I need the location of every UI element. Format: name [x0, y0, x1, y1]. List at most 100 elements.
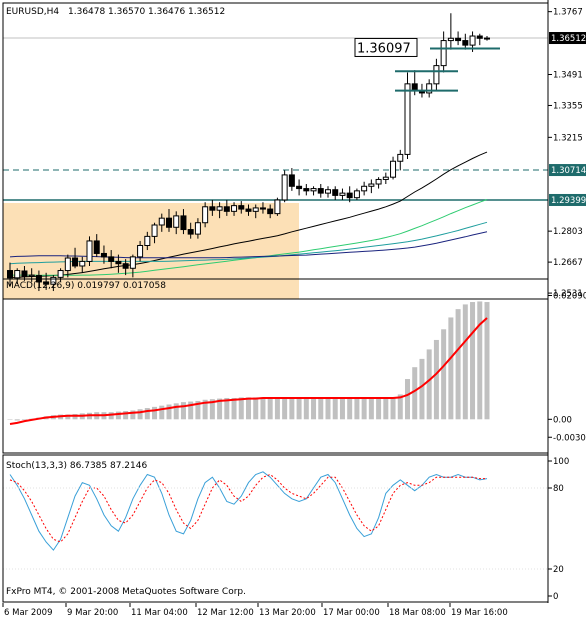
candle-body: [426, 83, 433, 94]
macd-tick-label: 0.02090: [553, 292, 586, 302]
price-tag-box: [549, 164, 586, 177]
macd-bar: [65, 414, 71, 420]
macd-bar: [470, 302, 476, 420]
macd-bar: [108, 412, 114, 420]
macd-bar: [332, 397, 338, 420]
macd-bar: [137, 409, 143, 420]
macd-bar: [209, 399, 215, 420]
macd-tick-label: -0.00303: [553, 433, 586, 443]
candle-body: [93, 240, 100, 254]
price-tick-label: 1.2667: [553, 258, 583, 268]
candle-body: [7, 270, 13, 279]
footer-copyright: FxPro MT4, © 2001-2008 MetaQuotes Softwa…: [6, 587, 246, 597]
macd-bar: [303, 397, 309, 420]
candle-body: [476, 35, 483, 39]
candle-body: [411, 83, 418, 92]
time-tick-label: 17 Mar 00:00: [323, 608, 380, 618]
stochastic-tick-label: 20: [553, 565, 564, 575]
candle-body: [137, 244, 144, 258]
macd-bar: [260, 397, 266, 420]
panel-frames: [2, 0, 549, 603]
candle-body: [274, 199, 281, 215]
macd-bar: [426, 349, 432, 420]
price-tag-label: 1.29399: [551, 196, 586, 206]
candle-body: [332, 189, 339, 196]
macd-bar: [180, 402, 186, 420]
stochastic-tick-label: 0: [553, 592, 558, 602]
candle-body: [166, 217, 172, 228]
macd-bar: [238, 397, 244, 420]
candle-body: [194, 222, 201, 235]
level-lines: [3, 37, 548, 201]
price-tick-label: 1.3491: [553, 70, 583, 80]
stochastic-tick-label: 100: [553, 457, 569, 467]
price-panel[interactable]: 1.36097 EURUSD,H4 1.36478 1.36570 1.3647…: [3, 7, 548, 299]
price-axes: 1.3767 1.3491 1.3355 1.3215 1.2803 1.2667 1.25…: [548, 8, 586, 602]
macd-bar: [195, 400, 201, 420]
macd-bar: [188, 401, 194, 420]
candle-body: [100, 252, 107, 258]
candle-body: [252, 207, 259, 212]
candle-body: [64, 257, 71, 272]
ohlc-close: 1.36512: [188, 7, 225, 17]
stochastic-lines: [3, 471, 548, 570]
price-tag-box: [549, 193, 586, 206]
macd-bar: [441, 329, 447, 420]
candle-body: [462, 40, 469, 46]
price-tick-label: 1.2803: [553, 227, 583, 237]
candle-body: [361, 185, 368, 192]
candle-body: [79, 260, 86, 267]
macd-bar: [282, 397, 288, 420]
candle-body: [447, 37, 454, 42]
candle-body: [296, 185, 303, 190]
macd-bar: [202, 399, 208, 420]
macd-bar: [123, 411, 129, 420]
stochastic-panel-title: Stoch(13,3,3) 86.7385 87.2146: [6, 461, 147, 471]
time-tick-label: 9 Mar 20:00: [67, 608, 118, 618]
macd-bar: [484, 302, 490, 420]
macd-bar: [246, 397, 251, 420]
candle-body: [375, 178, 382, 185]
candle-body: [115, 260, 122, 265]
macd-bar: [144, 408, 150, 420]
candle-body: [469, 35, 476, 46]
stochastic-line: [9, 471, 488, 551]
macd-bar: [296, 397, 302, 420]
macd-bar: [448, 317, 454, 420]
candle-body: [72, 257, 79, 267]
macd-bar: [115, 411, 121, 420]
candle-body: [390, 160, 397, 178]
time-tick-label: 11 Mar 04:00: [131, 608, 188, 618]
stochastic-line: [9, 473, 487, 543]
macd-bar: [318, 397, 324, 420]
time-tick-label: 19 Mar 16:00: [451, 608, 508, 618]
candle-body: [180, 215, 187, 231]
annotation-label: 1.36097: [357, 41, 411, 56]
candle-body: [43, 281, 50, 285]
macd-bar: [14, 419, 20, 421]
macd-bar: [354, 397, 360, 420]
annotation-box: [354, 37, 418, 57]
candle-body: [433, 65, 440, 85]
macd-bar: [412, 367, 418, 420]
annotation: 1.36097: [354, 37, 500, 92]
candle-body: [368, 183, 375, 187]
candle-body: [122, 263, 129, 269]
candlesticks: [7, 13, 490, 292]
macd-bar: [419, 358, 425, 420]
candle-body: [50, 276, 57, 285]
macd-bar: [397, 394, 403, 420]
macd-tick-label: 0.00: [553, 415, 572, 425]
macd-bar: [325, 397, 331, 420]
macd-bar: [152, 406, 158, 420]
macd-panel[interactable]: MACD(12,26,9) 0.019797 0.017058: [6, 281, 490, 425]
candle-body: [281, 174, 288, 201]
stochastic-panel[interactable]: Stoch(13,3,3) 86.7385 87.2146 FxPro MT4,…: [3, 461, 548, 597]
ohlc-open: 1.36478: [68, 7, 105, 17]
candle-body: [397, 153, 404, 162]
macd-bar: [289, 397, 295, 420]
candle-body: [28, 274, 35, 277]
macd-bar: [173, 403, 179, 420]
price-tick-label: 1.3355: [553, 101, 583, 111]
